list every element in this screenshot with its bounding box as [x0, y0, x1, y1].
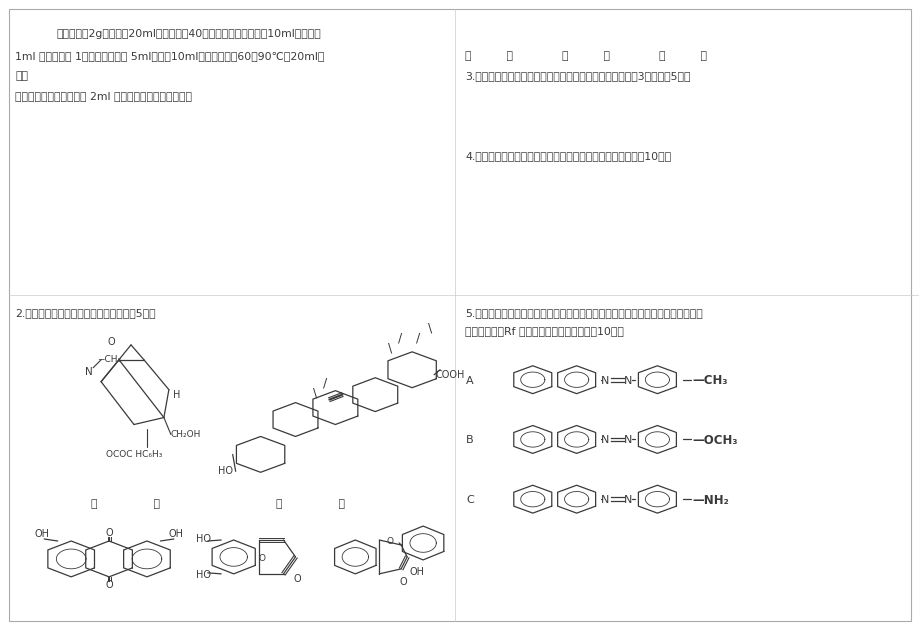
Text: 取，: 取， — [16, 71, 28, 81]
Text: OH: OH — [409, 567, 424, 577]
Text: 4.简述粉防己中生物碱的提取、分离过程、检识及注意事项（10分）: 4.简述粉防己中生物碱的提取、分离过程、检识及注意事项（10分） — [464, 151, 670, 161]
Text: 5.在硅胶的薄层吸附色谱中，请根据以下三种成分的结构式，分析它们在硅胶薄层: 5.在硅胶的薄层吸附色谱中，请根据以下三种成分的结构式，分析它们在硅胶薄层 — [464, 308, 702, 318]
Text: （                ）: （ ） — [276, 499, 345, 509]
Text: N: N — [624, 435, 632, 445]
Text: B: B — [466, 435, 473, 445]
Text: 2.请写出下列结构式分别代表那类成分（5分）: 2.请写出下列结构式分别代表那类成分（5分） — [16, 308, 156, 318]
Text: —NH₂: —NH₂ — [691, 494, 728, 507]
Text: 1ml ，加热回流 1小时后浓缩至约 5ml，加水10ml，用石油醚（60～90℃）20ml提: 1ml ，加热回流 1小时后浓缩至约 5ml，加水10ml，用石油醚（60～90… — [16, 51, 324, 61]
Text: \: \ — [388, 341, 391, 354]
Text: N: N — [624, 375, 632, 386]
Text: COOH: COOH — [435, 370, 464, 380]
Text: 3.用化学方法鉴别三萜皂苷和甾体皂苷的方法有哪些（至少3种）？（5分）: 3.用化学方法鉴别三萜皂苷和甾体皂苷的方法有哪些（至少3种）？（5分） — [464, 71, 690, 81]
Text: O: O — [293, 574, 301, 584]
Text: C: C — [466, 495, 473, 505]
Text: O: O — [105, 580, 113, 590]
Text: N: N — [601, 375, 609, 386]
Text: OCOC HC₆H₃: OCOC HC₆H₃ — [106, 450, 162, 459]
Text: N: N — [624, 495, 632, 505]
Text: （                ）: （ ） — [91, 499, 160, 509]
Text: HO: HO — [218, 466, 233, 476]
Text: /: / — [323, 376, 327, 389]
Text: 取本品粉末2g，加乙醇20ml，加热回流40分钟，静置。取上清液10ml，加盐酸: 取本品粉末2g，加乙醇20ml，加热回流40分钟，静置。取上清液10ml，加盐酸 — [56, 29, 321, 39]
Text: （          ）              （          ）              （          ）: （ ） （ ） （ ） — [464, 51, 706, 61]
Text: O: O — [108, 337, 115, 347]
Text: O: O — [386, 537, 393, 546]
Text: O: O — [399, 577, 406, 587]
Text: HO: HO — [196, 534, 211, 544]
Text: H: H — [173, 389, 180, 399]
Text: O: O — [258, 554, 265, 563]
Text: OH: OH — [35, 529, 50, 539]
Text: /: / — [398, 331, 402, 345]
Text: A: A — [466, 375, 473, 386]
Text: O: O — [105, 528, 113, 538]
Text: −CH₃: −CH₃ — [97, 355, 121, 364]
Text: \: \ — [313, 386, 317, 399]
Text: HO: HO — [196, 570, 211, 580]
Text: N: N — [85, 367, 93, 377]
Text: N: N — [601, 435, 609, 445]
Text: OH: OH — [168, 529, 183, 539]
Text: N: N — [601, 495, 609, 505]
Text: /: / — [415, 331, 420, 345]
Text: CH₂OH: CH₂OH — [171, 430, 201, 439]
Text: —OCH₃: —OCH₃ — [691, 434, 737, 447]
Text: —CH₃: —CH₃ — [691, 374, 727, 387]
Text: 吸附色谱中，Rf 值的大小，并分析原因。（10分）: 吸附色谱中，Rf 值的大小，并分析原因。（10分） — [464, 326, 623, 336]
Text: 提取液蒸干，残渣加乙醇 2ml 使溶解，作为供试品溶液。: 提取液蒸干，残渣加乙醇 2ml 使溶解，作为供试品溶液。 — [16, 91, 192, 101]
Text: \: \ — [427, 321, 432, 335]
